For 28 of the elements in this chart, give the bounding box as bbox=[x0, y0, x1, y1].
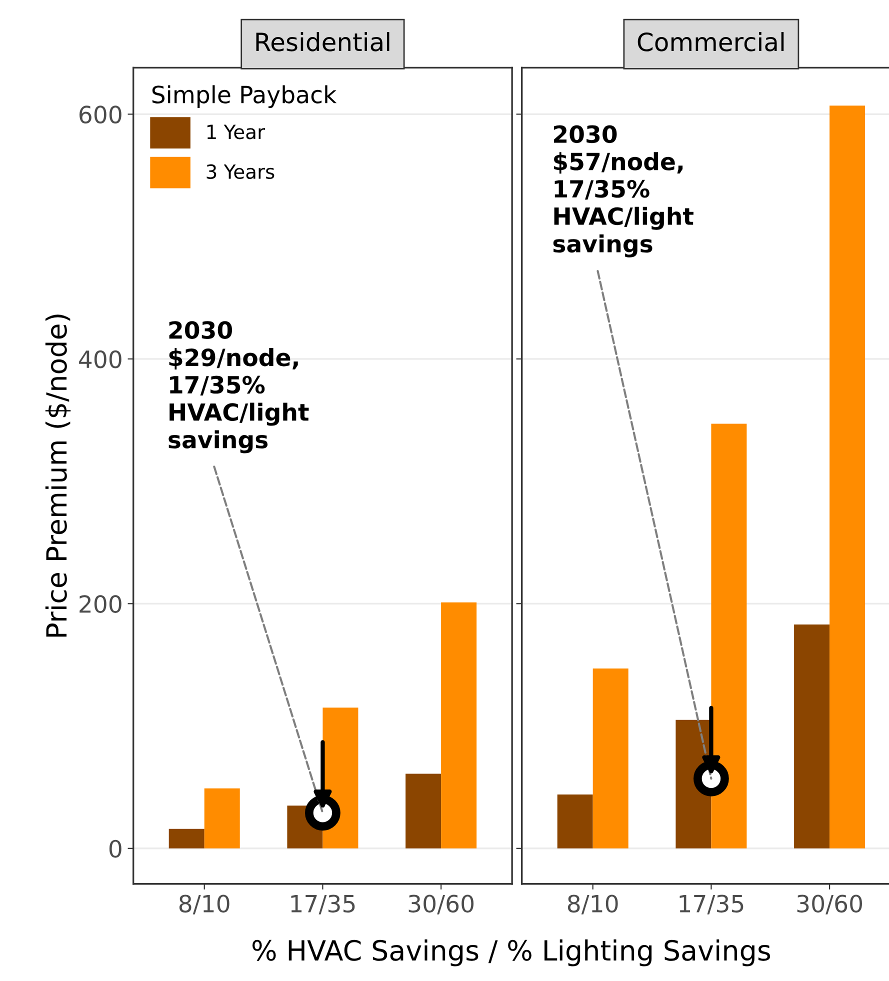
x-tick-label: 30/60 bbox=[797, 894, 862, 914]
y-tick-label: 200 bbox=[80, 595, 122, 613]
bar bbox=[441, 602, 477, 848]
chart-title: Residential bbox=[256, 32, 390, 52]
bar bbox=[406, 774, 442, 848]
legend-label: 3 Years bbox=[206, 164, 274, 179]
x-tick-label: 8/10 bbox=[568, 894, 618, 914]
bar bbox=[592, 668, 628, 848]
y-axis-title: Price Premium ($/node) bbox=[45, 314, 71, 637]
bar bbox=[168, 828, 204, 848]
legend-label: 1 Year bbox=[207, 124, 266, 140]
y-tick-label: 400 bbox=[79, 350, 122, 368]
bar bbox=[830, 106, 866, 848]
x-tick-label: 17/35 bbox=[291, 894, 355, 914]
chart-title: Commercial bbox=[638, 32, 784, 52]
y-tick-label: 0 bbox=[109, 840, 122, 858]
x-tick-label: 17/35 bbox=[680, 894, 744, 914]
y-tick-label: 600 bbox=[80, 106, 122, 124]
legend-title: Simple Payback bbox=[152, 85, 337, 108]
bar bbox=[557, 794, 593, 848]
bar bbox=[794, 624, 830, 848]
annotation: 2030 $29/node, 17/35% HVAC/light savings bbox=[168, 321, 309, 454]
annotation: 2030 $57/node, 17/35% HVAC/light savings bbox=[553, 125, 694, 258]
bar bbox=[711, 424, 747, 848]
x-tick-label: 8/10 bbox=[179, 894, 230, 914]
bar bbox=[204, 788, 240, 848]
x-tick-label: 30/60 bbox=[408, 894, 474, 914]
x-axis-title: % HVAC Savings / % Lighting Savings bbox=[252, 939, 770, 966]
